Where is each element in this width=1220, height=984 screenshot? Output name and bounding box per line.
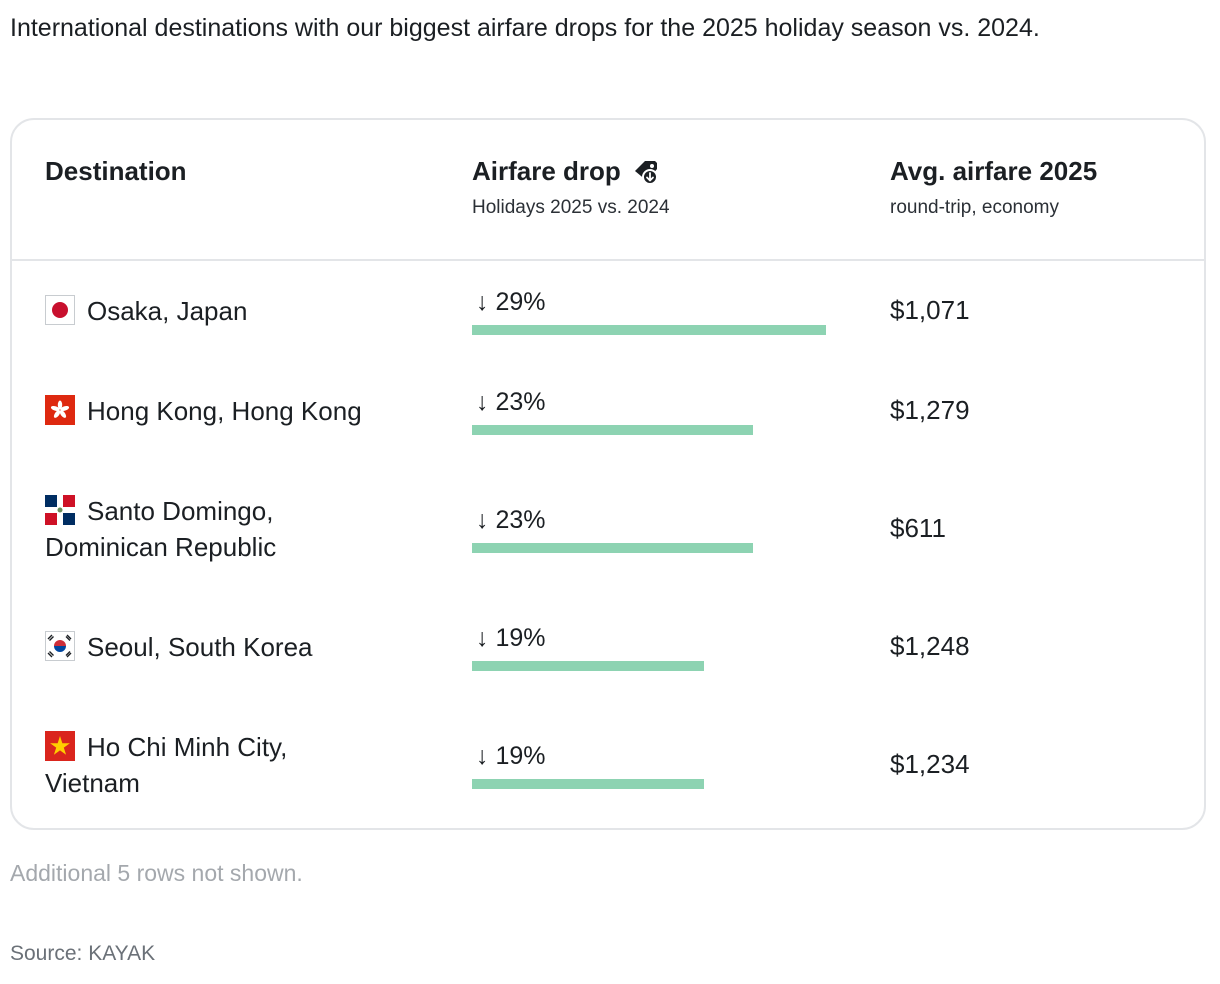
chart-intro: International destinations with our bigg… xyxy=(10,14,1040,42)
south-korea-flag-icon xyxy=(45,631,75,661)
destination-cell: Ho Chi Minh City, Vietnam xyxy=(45,729,405,801)
airfare-drop-bar xyxy=(472,425,753,435)
hong-kong-flag-icon xyxy=(45,395,75,425)
airfare-drop-label: ↓ 19% xyxy=(476,624,546,652)
dominican-republic-flag-icon xyxy=(45,495,75,525)
destination-name: Seoul, South Korea xyxy=(87,632,313,662)
airfare-drop-bar xyxy=(472,325,826,335)
destination-name: Ho Chi Minh City, xyxy=(87,732,288,762)
price-tag-down-icon xyxy=(631,157,661,187)
header-avg-airfare: Avg. airfare 2025 round-trip, economy xyxy=(890,156,1097,219)
header-avg-airfare-subtitle: round-trip, economy xyxy=(890,197,1059,218)
destination-cell: Santo Domingo, Dominican Republic xyxy=(45,493,405,565)
destination-name: Osaka, Japan xyxy=(87,296,248,326)
airfare-drop-bar xyxy=(472,661,704,671)
vietnam-flag-icon xyxy=(45,731,75,761)
airfare-drop-cell: ↓ 19% xyxy=(472,742,828,789)
avg-airfare-value: $1,248 xyxy=(890,631,970,661)
destination-cell: Seoul, South Korea xyxy=(45,629,405,665)
airfare-drop-bar xyxy=(472,543,753,553)
header-avg-airfare-title: Avg. airfare 2025 xyxy=(890,156,1098,186)
airfare-drop-cell: ↓ 19% xyxy=(472,624,828,671)
header-airfare-drop-subtitle: Holidays 2025 vs. 2024 xyxy=(472,197,670,218)
airfare-drop-bar xyxy=(472,779,704,789)
destination-name-line2: Vietnam xyxy=(45,768,140,798)
avg-airfare-value: $1,071 xyxy=(890,295,970,325)
destination-cell: Hong Kong, Hong Kong xyxy=(45,393,405,429)
avg-airfare-value: $1,234 xyxy=(890,749,970,779)
airfare-drop-label: ↓ 23% xyxy=(476,506,546,534)
destination-cell: Osaka, Japan xyxy=(45,293,405,329)
avg-airfare-value: $1,279 xyxy=(890,395,970,425)
airfare-drop-cell: ↓ 23% xyxy=(472,388,828,435)
header-divider xyxy=(12,259,1204,261)
airfare-table-card: Destination Airfare drop Holidays 2025 v… xyxy=(10,118,1206,830)
airfare-drop-label: ↓ 29% xyxy=(476,288,546,316)
destination-name-line2: Dominican Republic xyxy=(45,532,277,562)
header-airfare-drop-title-row: Airfare drop xyxy=(472,156,670,187)
japan-flag-icon xyxy=(45,295,75,325)
destination-name: Hong Kong, Hong Kong xyxy=(87,396,362,426)
source-credit: Source: KAYAK xyxy=(10,942,156,965)
airfare-drop-label: ↓ 23% xyxy=(476,388,546,416)
header-destination: Destination xyxy=(45,156,187,187)
airfare-drop-cell: ↓ 23% xyxy=(472,506,828,553)
airfare-drop-label: ↓ 19% xyxy=(476,742,546,770)
airfare-drop-cell: ↓ 29% xyxy=(472,288,828,335)
rows-not-shown-note: Additional 5 rows not shown. xyxy=(10,860,303,886)
header-airfare-drop-title: Airfare drop xyxy=(472,156,621,186)
header-destination-title: Destination xyxy=(45,156,187,186)
header-airfare-drop: Airfare drop Holidays 2025 vs. 2024 xyxy=(472,156,670,219)
avg-airfare-value: $611 xyxy=(890,513,946,543)
destination-name: Santo Domingo, xyxy=(87,496,274,526)
